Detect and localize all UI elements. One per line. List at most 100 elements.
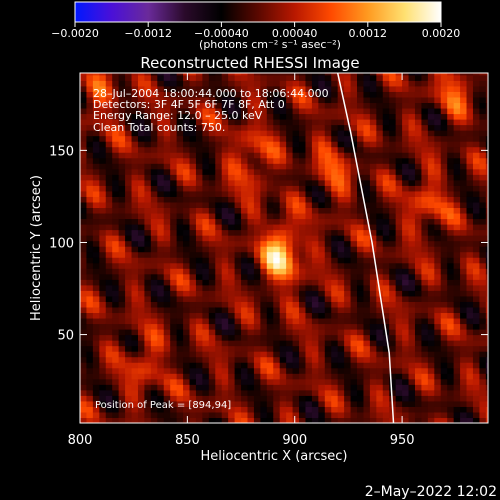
heatmap-cell <box>170 345 178 352</box>
heatmap-cell <box>376 406 384 413</box>
heatmap-cell <box>466 373 474 380</box>
heatmap-cell <box>395 152 403 159</box>
heatmap-cell <box>195 284 203 291</box>
heatmap-cell <box>273 152 281 159</box>
heatmap-cell <box>221 146 229 153</box>
heatmap-cell <box>241 96 249 104</box>
heatmap-cell <box>402 362 410 369</box>
heatmap-cell <box>86 290 94 297</box>
heatmap-cell <box>337 279 345 286</box>
heatmap-cell <box>344 85 352 92</box>
heatmap-cell <box>318 185 326 192</box>
heatmap-cell <box>125 295 133 302</box>
heatmap-cell <box>189 257 197 264</box>
heatmap-cell <box>286 334 294 341</box>
heatmap-cell <box>241 312 249 319</box>
heatmap-cell <box>80 334 87 341</box>
heatmap-cell <box>427 229 435 236</box>
heatmap-cell <box>427 174 435 181</box>
heatmap-cell <box>472 135 480 142</box>
heatmap-cell <box>369 279 377 286</box>
heatmap-cell <box>408 179 416 186</box>
heatmap-cell <box>118 174 126 181</box>
heatmap-cell <box>150 80 158 87</box>
heatmap-cell <box>376 185 384 192</box>
heatmap-cell <box>453 218 461 225</box>
heatmap-cell <box>221 73 229 76</box>
heatmap-cell <box>466 190 474 197</box>
heatmap-cell <box>337 351 345 358</box>
heatmap-cell <box>183 312 191 319</box>
heatmap-cell <box>447 323 455 330</box>
heatmap-cell <box>421 224 429 231</box>
heatmap-cell <box>234 190 242 197</box>
heatmap-cell <box>125 395 133 402</box>
heatmap-cell <box>421 411 429 419</box>
heatmap-cell <box>131 306 139 314</box>
heatmap-cell <box>195 190 203 197</box>
heatmap-cell <box>112 417 120 423</box>
heatmap-cell <box>318 373 326 380</box>
heatmap-cell <box>202 329 210 336</box>
heatmap-cell <box>241 367 249 374</box>
heatmap-cell <box>105 113 113 120</box>
heatmap-cell <box>241 273 249 280</box>
heatmap-cell <box>125 334 133 341</box>
heatmap-cell <box>369 190 377 197</box>
heatmap-cell <box>318 196 326 203</box>
heatmap-cell <box>357 74 364 81</box>
heatmap-cell <box>176 240 184 247</box>
heatmap-cell <box>421 373 429 380</box>
heatmap-cell <box>189 152 197 159</box>
heatmap-cell <box>369 345 377 352</box>
heatmap-cell <box>189 378 197 385</box>
heatmap-cell <box>170 152 178 159</box>
heatmap-cell <box>357 356 364 363</box>
heatmap-cell <box>337 273 345 280</box>
heatmap-cell <box>157 411 165 419</box>
heatmap-cell <box>447 378 455 385</box>
heatmap-cell <box>163 218 171 225</box>
heatmap-cell <box>344 163 352 170</box>
heatmap-cell <box>157 406 165 413</box>
heatmap-cell <box>350 362 358 369</box>
heatmap-cell <box>86 174 94 181</box>
heatmap-cell <box>241 395 249 402</box>
heatmap-cell <box>292 406 300 413</box>
heatmap-cell <box>105 284 113 291</box>
heatmap-cell <box>344 157 352 164</box>
heatmap-cell <box>202 345 210 352</box>
heatmap-cell <box>414 119 422 126</box>
heatmap-cell <box>189 196 197 203</box>
heatmap-cell <box>183 240 191 247</box>
heatmap-cell <box>466 273 474 280</box>
heatmap-cell <box>447 196 455 203</box>
heatmap-cell <box>247 146 255 153</box>
heatmap-cell <box>189 251 197 258</box>
heatmap-cell <box>286 224 294 231</box>
heatmap-cell <box>337 262 345 269</box>
heatmap-cell <box>485 96 488 104</box>
heatmap-cell <box>350 389 358 396</box>
heatmap-cell <box>105 74 113 81</box>
heatmap-cell <box>460 240 468 247</box>
heatmap-cell <box>472 130 480 137</box>
heatmap-cell <box>363 279 371 286</box>
heatmap-cell <box>447 80 455 87</box>
heatmap-cell <box>395 295 403 302</box>
heatmap-cell <box>466 312 474 319</box>
heatmap-cell <box>414 229 422 236</box>
heatmap-cell <box>311 356 319 363</box>
heatmap-cell <box>292 135 300 142</box>
heatmap-cell <box>131 74 139 81</box>
heatmap-cell <box>408 157 416 164</box>
heatmap-cell <box>331 201 339 209</box>
heatmap-cell <box>434 279 442 286</box>
heatmap-cell <box>176 141 184 148</box>
heatmap-cell <box>80 351 87 358</box>
heatmap-cell <box>202 141 210 148</box>
heatmap-cell <box>157 102 165 109</box>
heatmap-cell <box>234 196 242 203</box>
heatmap-cell <box>228 179 236 186</box>
heatmap-cell <box>228 262 236 269</box>
